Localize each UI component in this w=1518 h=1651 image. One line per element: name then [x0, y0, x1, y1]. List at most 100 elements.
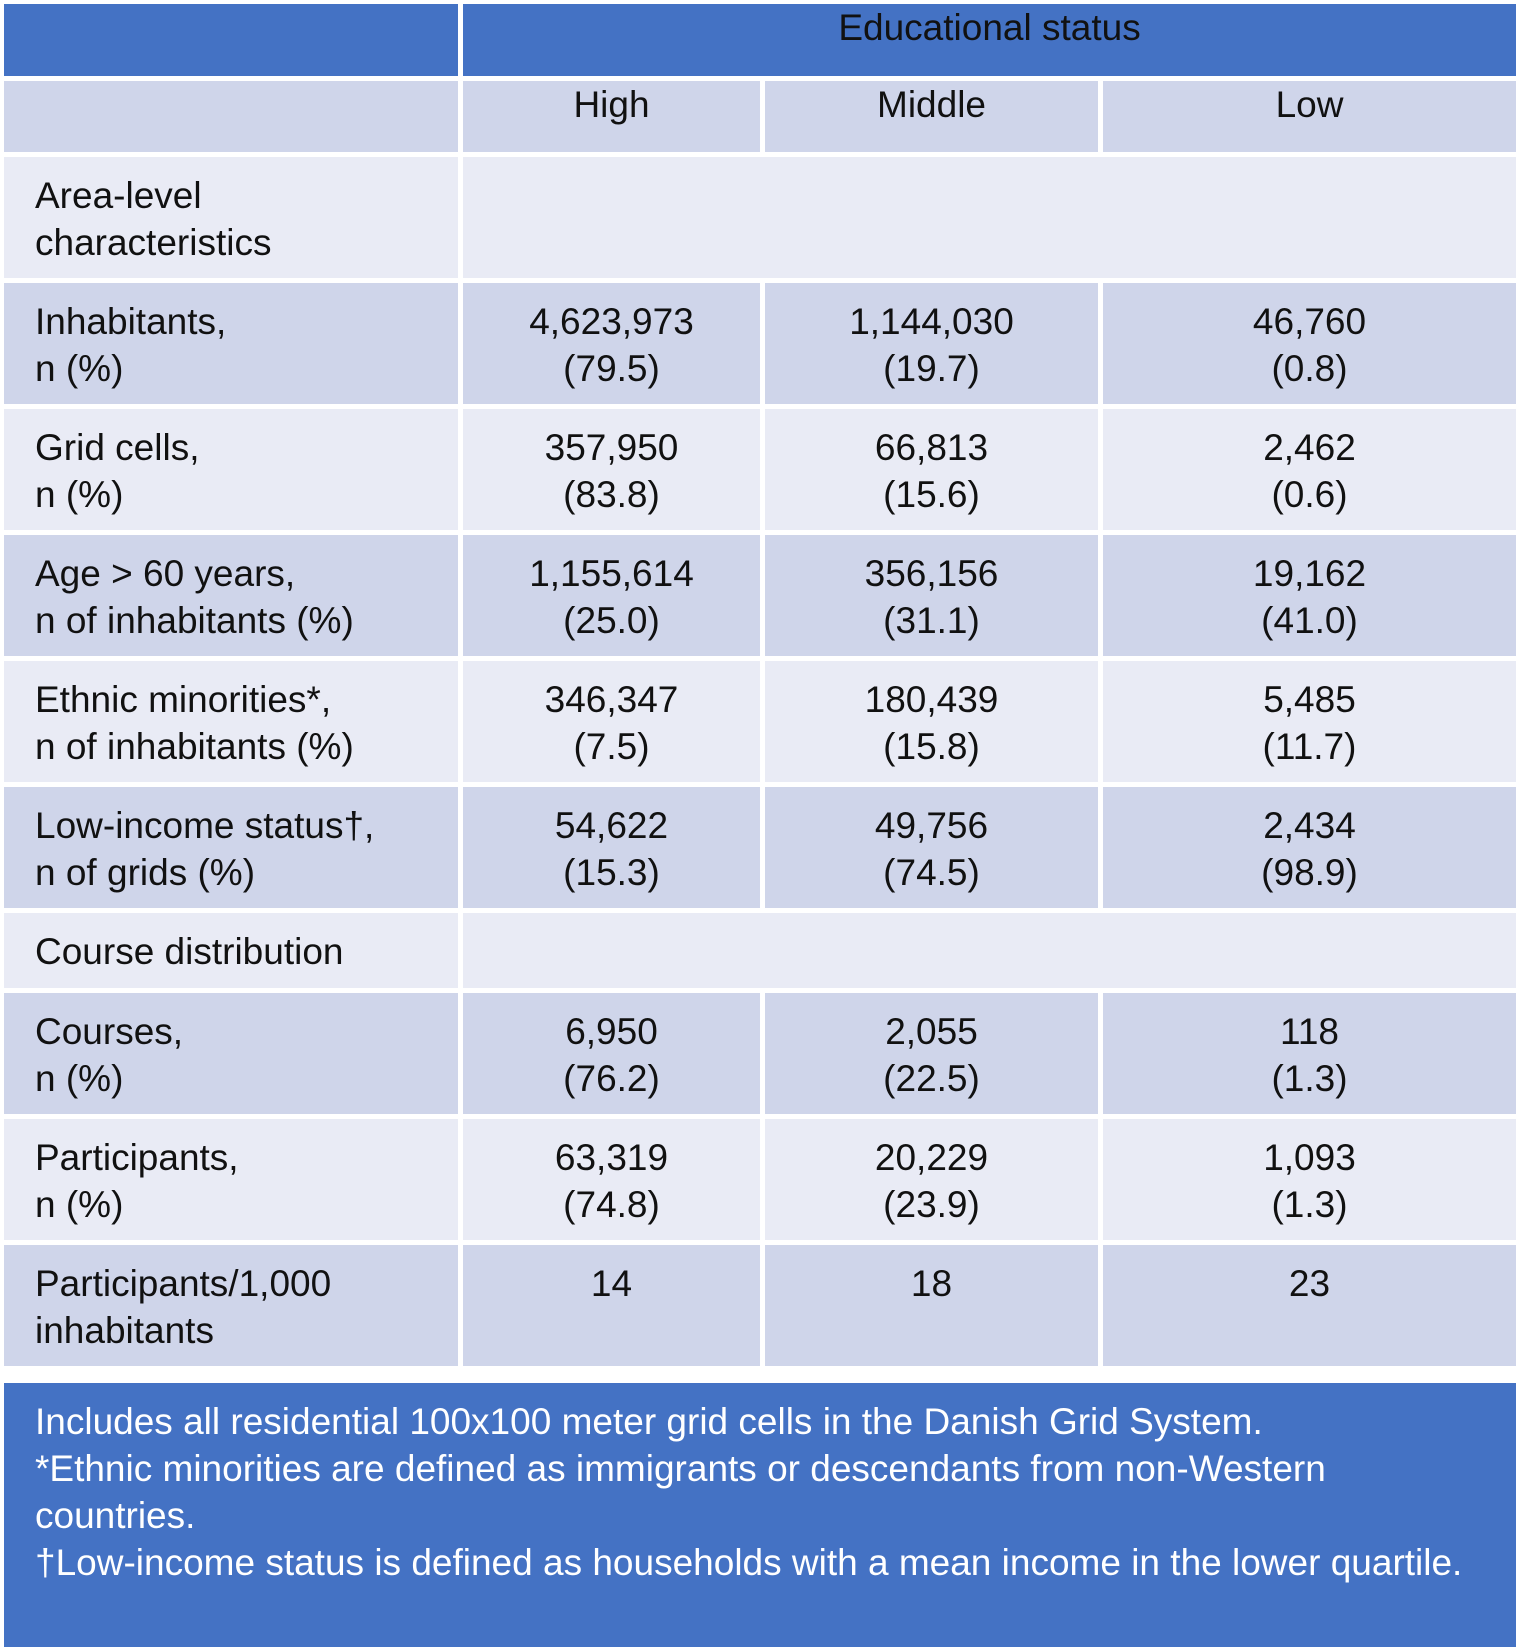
- cell-low: 1,093 (1.3): [1103, 1119, 1517, 1245]
- cell-value: 4,623,973: [529, 301, 694, 342]
- row-label: Ethnic minorities*, n of inhabitants (%): [4, 661, 463, 787]
- cell-value: 20,229: [874, 1137, 989, 1178]
- cell-value: 49,756: [874, 805, 989, 846]
- cell-middle: 1,144,030 (19.7): [765, 283, 1103, 409]
- table-footnotes: Includes all residential 100x100 meter g…: [4, 1383, 1516, 1647]
- cell-percent: (41.0): [1261, 600, 1358, 641]
- row-label-line1: Age > 60 years,: [35, 553, 296, 594]
- section-title: Area-level characteristics: [4, 157, 463, 283]
- row-label-line1: Courses,: [35, 1011, 184, 1052]
- cell-value: 5,485: [1263, 679, 1356, 720]
- cell-middle: 18: [765, 1245, 1103, 1371]
- row-label-line2: n (%): [35, 1184, 124, 1225]
- column-header-middle: Middle: [765, 81, 1103, 157]
- row-label: Grid cells, n (%): [4, 409, 463, 535]
- cell-high: 14: [463, 1245, 765, 1371]
- cell-value: 357,950: [544, 427, 679, 468]
- cell-percent: (11.7): [1262, 726, 1357, 767]
- cell-high: 346,347 (7.5): [463, 661, 765, 787]
- row-label-line2: n (%): [35, 474, 124, 515]
- row-label: Courses, n (%): [4, 993, 463, 1119]
- cell-value: 2,434: [1263, 805, 1356, 846]
- cell-middle: 49,756 (74.5): [765, 787, 1103, 913]
- header-columns-row: High Middle Low: [4, 81, 1517, 157]
- section-title-line1: Area-level: [35, 175, 202, 216]
- row-label-line2: n (%): [35, 1058, 124, 1099]
- row-label-line1: Grid cells,: [35, 427, 200, 468]
- cell-middle: 180,439 (15.8): [765, 661, 1103, 787]
- cell-high: 63,319 (74.8): [463, 1119, 765, 1245]
- row-label-line1: Ethnic minorities*,: [35, 679, 332, 720]
- cell-high: 1,155,614 (25.0): [463, 535, 765, 661]
- cell-low: 2,462 (0.6): [1103, 409, 1517, 535]
- cell-percent: (74.8): [563, 1184, 660, 1225]
- cell-high: 54,622 (15.3): [463, 787, 765, 913]
- cell-percent: (7.5): [573, 726, 650, 767]
- section-row-area-level: Area-level characteristics: [4, 157, 1517, 283]
- cell-percent: (15.3): [563, 852, 660, 893]
- header-corner-cell: [4, 81, 463, 157]
- table-row: Participants, n (%) 63,319 (74.8) 20,229 (…: [4, 1119, 1517, 1245]
- table-row: Ethnic minorities*, n of inhabitants (%)…: [4, 661, 1517, 787]
- cell-middle: 20,229 (23.9): [765, 1119, 1103, 1245]
- cell-high: 4,623,973 (79.5): [463, 283, 765, 409]
- cell-value: 356,156: [864, 553, 999, 594]
- cell-percent: (83.8): [563, 474, 660, 515]
- cell-value: 66,813: [874, 427, 989, 468]
- table-row: Grid cells, n (%) 357,950 (83.8) 66,813 (1…: [4, 409, 1517, 535]
- cell-percent: (98.9): [1261, 852, 1358, 893]
- row-label-line1: Participants,: [35, 1137, 239, 1178]
- cell-percent: (22.5): [883, 1058, 980, 1099]
- column-header-low: Low: [1103, 81, 1517, 157]
- cell-percent: (1.3): [1271, 1058, 1348, 1099]
- cell-value: 180,439: [864, 679, 999, 720]
- table-row: Inhabitants, n (%) 4,623,973 (79.5) 1,144…: [4, 283, 1517, 409]
- cell-value: 2,055: [885, 1011, 978, 1052]
- footnote: *Ethnic minorities are defined as immigr…: [35, 1448, 1326, 1536]
- cell-percent: (76.2): [563, 1058, 660, 1099]
- cell-value: 63,319: [554, 1137, 669, 1178]
- cell-value: 346,347: [544, 679, 679, 720]
- row-label-line1: Low-income status†,: [35, 805, 375, 846]
- cell-percent: (79.5): [563, 348, 660, 389]
- cell-percent: (74.5): [883, 852, 980, 893]
- column-header-high: High: [463, 81, 765, 157]
- cell-low: 19,162 (41.0): [1103, 535, 1517, 661]
- table-row: Age > 60 years, n of inhabitants (%) 1,1…: [4, 535, 1517, 661]
- row-label-line1: Inhabitants,: [35, 301, 227, 342]
- cell-middle: 356,156 (31.1): [765, 535, 1103, 661]
- row-label: Participants/1,000 inhabitants: [4, 1245, 463, 1371]
- cell-value: 2,462: [1263, 427, 1356, 468]
- row-label-line2: n of grids (%): [35, 852, 256, 893]
- cell-value: 1,093: [1263, 1137, 1356, 1178]
- row-label-line2: n (%): [35, 348, 124, 389]
- cell-high: 6,950 (76.2): [463, 993, 765, 1119]
- header-group-label: Educational status: [463, 4, 1517, 81]
- cell-percent: (0.8): [1271, 348, 1348, 389]
- cell-high: 357,950 (83.8): [463, 409, 765, 535]
- section-title-line2: characteristics: [35, 222, 272, 263]
- cell-value: 46,760: [1252, 301, 1367, 342]
- row-label-line2: n of inhabitants (%): [35, 600, 354, 641]
- row-label: Age > 60 years, n of inhabitants (%): [4, 535, 463, 661]
- row-label-line1: Participants/1,000: [35, 1263, 332, 1304]
- cell-value: 14: [590, 1263, 633, 1304]
- cell-percent: (1.3): [1271, 1184, 1348, 1225]
- cell-low: 5,485 (11.7): [1103, 661, 1517, 787]
- table-row: Participants/1,000 inhabitants 14 18 23: [4, 1245, 1517, 1371]
- table-row: Courses, n (%) 6,950 (76.2) 2,055 (22.5) 1…: [4, 993, 1517, 1119]
- cell-percent: (31.1): [883, 600, 980, 641]
- cell-percent: (19.7): [883, 348, 980, 389]
- cell-value: 1,144,030: [849, 301, 1014, 342]
- cell-value: 54,622: [554, 805, 669, 846]
- section-title-line1: Course distribution: [35, 931, 344, 972]
- row-label-line2: n of inhabitants (%): [35, 726, 354, 767]
- section-title: Course distribution: [4, 913, 463, 993]
- cell-middle: 2,055 (22.5): [765, 993, 1103, 1119]
- cell-low: 118 (1.3): [1103, 993, 1517, 1119]
- table-row: Low-income status†, n of grids (%) 54,62…: [4, 787, 1517, 913]
- section-empty-cell: [463, 157, 1517, 283]
- cell-low: 2,434 (98.9): [1103, 787, 1517, 913]
- row-label: Participants, n (%): [4, 1119, 463, 1245]
